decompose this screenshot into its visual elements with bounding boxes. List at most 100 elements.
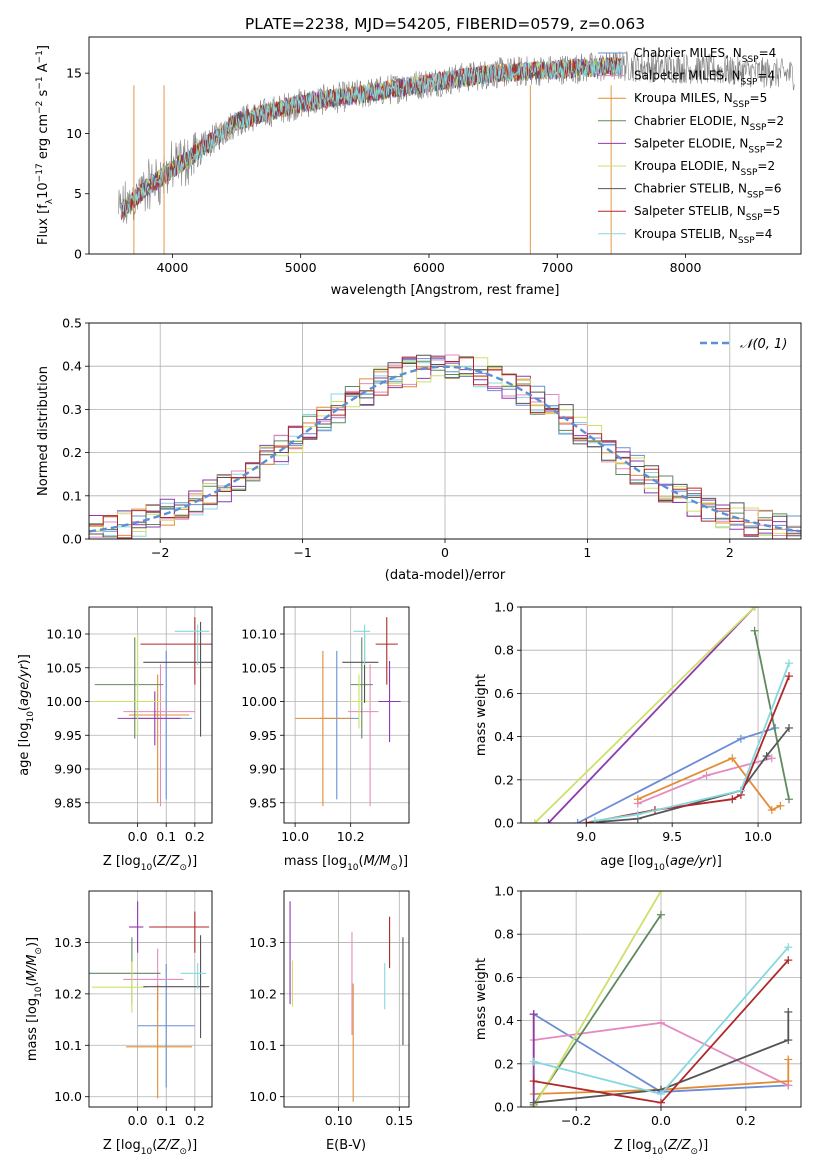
- age_vs_mass-ytick-label: 9.85: [249, 795, 277, 810]
- spectrum-ytick-label: 10: [66, 126, 82, 141]
- mass_vs_Z-ytick-label: 10.1: [54, 1038, 82, 1053]
- residuals-xlabel: (data-model)/error: [385, 568, 506, 583]
- spectrum-axes: 4000 5000 6000 7000 8000 0 5 10 15: [66, 36, 802, 275]
- age-vs-mass-xlabel: mass [log10(M/M⊙)]: [284, 854, 408, 873]
- mass_vs_Z-axes: 0.0 0.1 0.2 10.0 10.1 10.2 10.3: [54, 890, 213, 1128]
- residuals-legend-label: 𝒩(0, 1): [740, 337, 787, 352]
- age_vs_Z-ytick-label: 10.05: [46, 660, 82, 675]
- mass_vs_Z-frame: [88, 890, 213, 1108]
- legend-entry-7: Salpeter STELIB, NSSP=5: [634, 204, 780, 223]
- mass-ylabel: mass [log10(M/M⊙)]: [25, 937, 44, 1061]
- mass_vs_ebv-ytick-label: 10.1: [249, 1038, 277, 1053]
- weight_vs_Z-xlabel: Z [log10(Z/Z⊙)]: [614, 1138, 708, 1157]
- age_vs_Z-frame: [88, 606, 213, 824]
- legend-entry-3: Chabrier ELODIE, NSSP=2: [634, 114, 784, 133]
- mass_vs_Z-ytick-label: 10.0: [54, 1089, 82, 1104]
- mass_vs_ebv-frame: [283, 890, 410, 1108]
- spectrum-plot: [118, 51, 795, 254]
- legend-entry-1: Salpeter MILES, NSSP=4: [634, 69, 775, 88]
- age_vs_mass-ytick-label: 9.90: [249, 762, 277, 777]
- weight_vs_Z-grid: [521, 890, 801, 1108]
- residuals-ytick-label: 0.5: [62, 316, 82, 331]
- weight_vs_age-ticks: 9.0 9.5 10.0 0.0 0.2 0.4 0.6 0.8 1.0: [494, 600, 772, 845]
- age_vs_Z-plot: [91, 617, 212, 807]
- spectrum-ticks: 4000 5000 6000 7000 8000 0 5 10 15: [66, 66, 701, 275]
- mass_vs_Z-grid: [89, 891, 212, 1107]
- weight_vs_Z-plot: [529, 891, 793, 1107]
- weight_vs_Z-frame: [520, 890, 802, 1108]
- age_vs_mass-ytick-label: 10.00: [241, 694, 277, 709]
- age_vs_Z-ytick-label: 10.10: [46, 627, 82, 642]
- weight_vs_Z-axes: −0.2 0.0 0.2 0.0 0.2 0.4 0.6 0.8 1.0: [494, 884, 802, 1129]
- weight_vs_Z-xtick-label: −0.2: [561, 1113, 591, 1128]
- weight_vs_age-ytick-label: 0.4: [494, 729, 514, 744]
- mass_vs_ebv-ticks: 0.10 0.15 10.0 10.1 10.2 10.3: [249, 935, 413, 1128]
- age_vs_Z-axes: 0.0 0.1 0.2 9.85 9.90 9.95 10.00 10.05 10.10: [46, 606, 213, 845]
- residual-hist-7: [89, 356, 801, 539]
- legend-entry-8: Kroupa STELIB, NSSP=4: [634, 227, 772, 246]
- weight_vs_age-ytick-label: 0.0: [494, 816, 514, 831]
- mass-vs-Z-xlabel: Z [log10(Z/Z⊙)]: [103, 1138, 197, 1157]
- age_vs_mass-xtick-label: 10.0: [281, 829, 309, 844]
- weight_vs_Z-ticks: −0.2 0.0 0.2 0.0 0.2 0.4 0.6 0.8 1.0: [494, 884, 756, 1129]
- legend-entry-0: Chabrier MILES, NSSP=4: [634, 46, 776, 65]
- age_vs_Z-xtick-label: 0.2: [185, 829, 205, 844]
- mass_vs_Z-plot: [89, 901, 210, 1099]
- spectrum-ytick-label: 15: [66, 66, 82, 81]
- weight_vs_Z-ylabel: mass weight: [474, 958, 489, 1040]
- weight_vs_age-xtick-label: 9.0: [576, 829, 596, 844]
- age_vs_mass-ticks: 10.0 10.2 9.85 9.90 9.95 10.00 10.05 10.10: [241, 627, 364, 845]
- residuals-ticks: −2 −1 0 1 2 0.0 0.1 0.2 0.3 0.4 0.5: [62, 316, 734, 561]
- residuals-ytick-label: 0.1: [62, 488, 82, 503]
- residuals-xtick-label: 1: [583, 545, 591, 560]
- age_vs_mass-ytick-label: 10.05: [241, 660, 277, 675]
- mass_vs_Z-ytick-label: 10.3: [54, 935, 82, 950]
- weight_vs_age-series-8: [594, 662, 790, 822]
- weight_vs_Z-series-5: [532, 891, 662, 1107]
- mass_vs_ebv-xtick-label: 0.15: [385, 1113, 413, 1128]
- age-ylabel: age [log10(age/yr)]: [17, 654, 36, 776]
- legend-entry-6: Chabrier STELIB, NSSP=6: [634, 182, 782, 201]
- mass_vs_Z-ticks: 0.0 0.1 0.2 10.0 10.1 10.2 10.3: [54, 935, 205, 1128]
- mass_vs_ebv-plot: [289, 901, 404, 1102]
- residuals-ylabel: Normed distribution: [36, 366, 51, 496]
- ebv-xlabel: E(B-V): [326, 1138, 366, 1153]
- spectrum-ytick-label: 5: [74, 186, 82, 201]
- mass_vs_ebv-xtick-label: 0.10: [325, 1113, 353, 1128]
- weight_vs_Z-ytick-label: 0.0: [494, 1100, 514, 1115]
- age_vs_Z-ytick-label: 10.00: [46, 694, 82, 709]
- weight_vs_Z-series-6: [533, 1012, 790, 1104]
- mass_vs_ebv-ytick-label: 10.2: [249, 986, 277, 1001]
- spectrum-ylabel: Flux [fλ10−17 erg cm−2 s−1 A−1]: [35, 45, 55, 245]
- residuals-ytick-label: 0.2: [62, 445, 82, 460]
- residuals-xtick-label: −2: [151, 545, 169, 560]
- spectrum-xtick-label: 7000: [541, 260, 573, 275]
- age_vs_Z-ticks: 0.0 0.1 0.2 9.85 9.90 9.95 10.00 10.05 10.10: [46, 627, 205, 845]
- legend-entry-2: Kroupa MILES, NSSP=5: [634, 91, 767, 110]
- age_vs_mass-frame: [283, 606, 410, 824]
- weight_vs_Z-ytick-label: 0.8: [494, 927, 514, 942]
- weight_vs_age-series-2: [637, 757, 781, 812]
- weight_vs_age-series-3: [753, 630, 790, 800]
- mass_vs_Z-ytick-label: 10.2: [54, 986, 82, 1001]
- age_vs_mass-ytick-label: 9.95: [249, 728, 277, 743]
- mass_vs_ebv-axes: 0.10 0.15 10.0 10.1 10.2 10.3: [249, 890, 413, 1128]
- residuals-frame: [88, 322, 802, 540]
- mass_vs_ebv-ytick-label: 10.3: [249, 935, 277, 950]
- weight_vs_age-ylabel: mass weight: [474, 674, 489, 756]
- weight_vs_age-axes: 9.0 9.5 10.0 0.0 0.2 0.4 0.6 0.8 1.0: [494, 600, 802, 845]
- weight_vs_Z-ytick-label: 1.0: [494, 884, 514, 899]
- weight_vs_Z-ytick-label: 0.6: [494, 970, 514, 985]
- spectrum-frame: [88, 36, 802, 255]
- residuals-ytick-label: 0.3: [62, 402, 82, 417]
- residuals-xtick-label: 2: [726, 545, 734, 560]
- spectrum-xlabel: wavelength [Angstrom, rest frame]: [331, 283, 560, 298]
- age_vs_mass-axes: 10.0 10.2 9.85 9.90 9.95 10.00 10.05 10.10: [241, 606, 410, 845]
- weight_vs_Z-ytick-label: 0.4: [494, 1013, 514, 1028]
- age-vs-Z-xlabel: Z [log10(Z/Z⊙)]: [103, 854, 197, 873]
- residuals-plot: [89, 354, 801, 539]
- age_vs_mass-plot: [295, 617, 401, 807]
- spectrum-model-line-8: [120, 58, 622, 218]
- age_vs_mass-xtick-label: 10.2: [337, 829, 365, 844]
